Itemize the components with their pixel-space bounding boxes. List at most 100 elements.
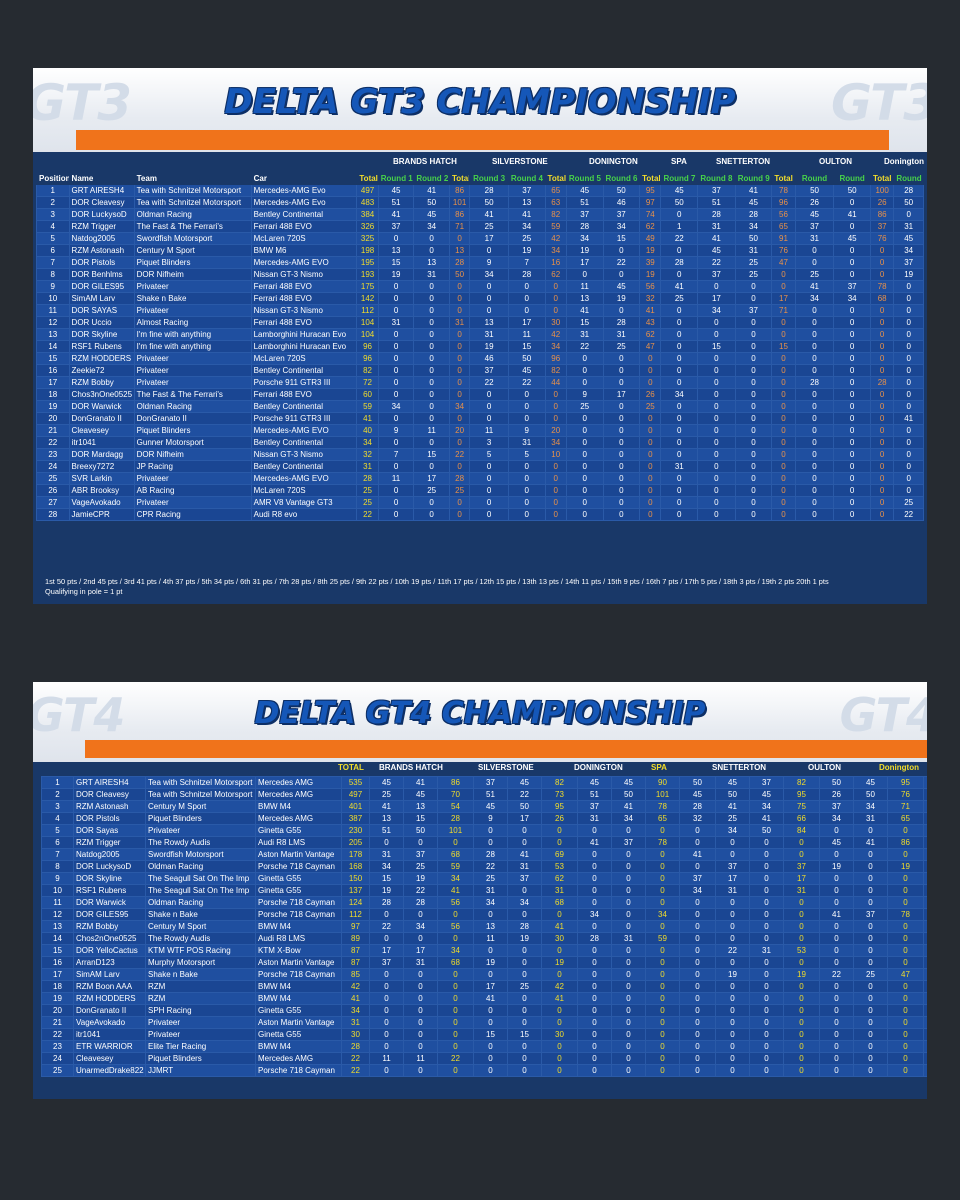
total-points-cell: 150 [341, 872, 370, 885]
round-points-cell: 45 [794, 208, 835, 221]
round-points-cell: 0 [749, 836, 784, 849]
position-cell: 23 [36, 448, 70, 461]
round-points-cell: 0 [893, 280, 924, 293]
round-points-cell: 17 [507, 812, 542, 825]
round-points-cell: 34 [611, 812, 646, 825]
position-cell: 16 [41, 956, 74, 969]
gt4-table-row: 3 RZM Astonash Century M Sport BMW M4 401 41 1… [41, 800, 927, 813]
car-cell: Nissan GT-3 Nismo [250, 448, 358, 461]
venue-total-cell: 25 [448, 484, 471, 497]
car-cell: Porsche 718 Cayman [255, 908, 342, 921]
team-cell: AB Racing [133, 484, 252, 497]
round-points-cell: 0 [734, 484, 773, 497]
venue-total-cell: 0 [437, 1004, 474, 1017]
round-points-cell: 37 [577, 800, 612, 813]
car-cell: Ferrari 488 EVO [250, 388, 358, 401]
round-points-cell: 0 [715, 896, 750, 909]
gt3-table-row: 1 GRT AIRESH4 Tea with Schnitzel Motorspor… [36, 184, 924, 197]
position-cell: 27 [36, 496, 70, 509]
round-points-cell: 0 [749, 1016, 784, 1029]
round-points-cell: 19 [715, 968, 750, 981]
round-points-cell: 31 [715, 884, 750, 897]
gt3-col-header: Total [869, 172, 895, 185]
round-points-cell: 0 [749, 920, 784, 933]
round-points-cell: 0 [893, 424, 924, 437]
position-cell: 22 [36, 436, 70, 449]
round-points-cell: 0 [507, 1064, 542, 1077]
gt4-table-row: 13 RZM Bobby Century M Sport BMW M4 97 22 34 56… [41, 920, 927, 933]
gt3-table-row: 19 DOR Warwick Oldman Racing Bentley Contin… [36, 400, 924, 413]
round-points-cell: 0 [602, 424, 641, 437]
team-cell: The Fast & The Ferrari's [133, 220, 252, 233]
round-points-cell: 0 [697, 484, 736, 497]
round-points-cell: 0 [794, 256, 835, 269]
team-cell: Tea with Schnitzel Motorsport [133, 184, 252, 197]
gt4-table-row: 22 itr1041 Privateer Ginetta G55 30 0 0 0 15 15 30… [41, 1028, 927, 1041]
round-points-cell: 0 [403, 1016, 438, 1029]
venue-total-cell: 26 [869, 196, 895, 209]
round-points-cell: 26 [794, 196, 835, 209]
venue-total-cell: 0 [541, 968, 578, 981]
round-points-cell: 0 [577, 1052, 612, 1065]
venue-total-cell: 20 [448, 424, 471, 437]
venue-total-cell: 32 [639, 292, 662, 305]
round-points-cell: 0 [893, 436, 924, 449]
venue-total-cell: 0 [437, 908, 474, 921]
venue-total-cell: 0 [771, 436, 796, 449]
round-points-cell: 37 [507, 184, 546, 197]
round-points-cell: 0 [507, 836, 542, 849]
venue-total-cell: 34 [645, 908, 680, 921]
team-cell: Almost Racing [133, 316, 252, 329]
total-points-cell: 60 [356, 388, 379, 401]
round-points-cell: 25 [923, 812, 927, 825]
venue-total-cell: 65 [771, 220, 796, 233]
venue-total-cell: 100 [869, 184, 895, 197]
round-points-cell: 0 [469, 472, 509, 485]
position-cell: 18 [36, 388, 70, 401]
venue-total-cell: 0 [783, 1064, 820, 1077]
car-cell: Ginetta G55 [255, 884, 342, 897]
round-points-cell: 0 [749, 1052, 784, 1065]
venue-total-cell: 0 [541, 1040, 578, 1053]
venue-total-cell: 71 [448, 220, 471, 233]
venue-total-cell: 0 [541, 1052, 578, 1065]
driver-name-cell: SVR Larkin [68, 472, 135, 485]
venue-total-cell: 0 [544, 388, 567, 401]
round-points-cell: 19 [469, 340, 509, 353]
round-points-cell: 0 [833, 376, 871, 389]
venue-total-cell: 47 [771, 256, 796, 269]
position-cell: 24 [36, 460, 70, 473]
venue-total-cell: 0 [887, 992, 924, 1005]
round-points-cell: 0 [697, 328, 736, 341]
round-points-cell: 45 [577, 776, 612, 789]
car-cell: Lamborghini Huracan Evo [250, 340, 358, 353]
driver-name-cell: DOR YelloCactus [73, 944, 146, 957]
gt3-venue-brands-hatch: BRANDS HATCH [393, 157, 457, 166]
round-points-cell: 0 [577, 824, 612, 837]
round-points-cell: 0 [577, 872, 612, 885]
round-points-cell: 25 [565, 400, 604, 413]
round-points-cell: 0 [715, 932, 750, 945]
round-points-cell: 0 [403, 1028, 438, 1041]
round-points-cell: 45 [413, 208, 450, 221]
car-cell: Porsche 718 Cayman [255, 860, 342, 873]
venue-total-cell: 0 [783, 1040, 820, 1053]
position-cell: 5 [41, 824, 74, 837]
car-cell: Bentley Continental [250, 400, 358, 413]
round-points-cell: 0 [377, 304, 415, 317]
round-points-cell: 51 [577, 788, 612, 801]
venue-total-cell: 56 [437, 896, 474, 909]
car-cell: Nissan GT-3 Nismo [250, 304, 358, 317]
venue-total-cell: 0 [771, 472, 796, 485]
round-points-cell: 37 [715, 860, 750, 873]
round-points-cell: 0 [660, 340, 699, 353]
round-points-cell: 0 [833, 388, 871, 401]
round-points-cell: 0 [697, 448, 736, 461]
gt3-col-header: Total [544, 172, 567, 185]
round-points-cell: 0 [611, 860, 646, 873]
driver-name-cell: ABR Brooksy [68, 484, 135, 497]
venue-total-cell: 0 [639, 436, 662, 449]
round-points-cell: 37 [473, 776, 508, 789]
gt3-col-header: Round [893, 172, 924, 185]
round-points-cell: 34 [679, 884, 716, 897]
